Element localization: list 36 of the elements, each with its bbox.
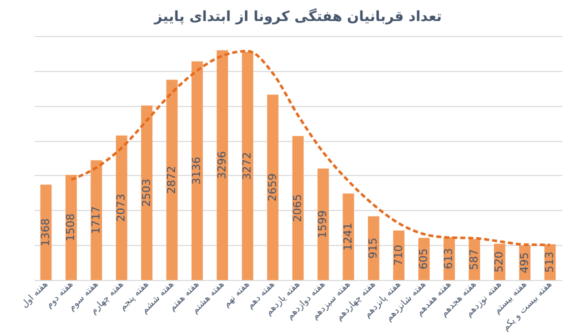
data-label: 1241	[341, 222, 354, 251]
data-label: 1717	[89, 206, 102, 234]
data-label: 605	[417, 248, 430, 270]
bar	[141, 106, 152, 280]
data-label: 513	[543, 252, 556, 273]
data-label: 1599	[316, 210, 330, 238]
bar	[242, 52, 254, 280]
bar	[116, 135, 128, 280]
bar	[342, 193, 354, 280]
x-tick-label: هفته اول	[20, 279, 50, 310]
bar	[66, 174, 77, 280]
bar	[166, 80, 178, 280]
data-label: 2503	[140, 178, 153, 207]
bar	[90, 160, 102, 280]
data-label: 3296	[215, 151, 228, 180]
bar	[292, 136, 304, 280]
chart-title: تعداد قربانیان هفتگی کرونا از ابتدای پاییز	[153, 8, 442, 25]
data-label: 710	[392, 244, 405, 266]
bar	[267, 94, 278, 280]
data-label: 915	[366, 238, 380, 259]
data-label: 2065	[291, 194, 304, 222]
data-label: 3272	[240, 152, 254, 180]
bar	[318, 168, 329, 280]
data-label: 1508	[64, 213, 78, 242]
bar	[368, 216, 380, 280]
data-label: 613	[442, 248, 456, 270]
data-label: 1368	[38, 218, 52, 246]
data-label: 2872	[164, 166, 178, 194]
data-label: 3136	[190, 156, 204, 185]
data-label: 587	[467, 249, 480, 270]
data-label: 495	[518, 252, 531, 274]
data-label: 520	[492, 251, 506, 272]
bar	[192, 61, 203, 280]
data-label: 2073	[114, 194, 128, 222]
bar	[216, 50, 228, 280]
data-label: 2659	[266, 173, 279, 202]
